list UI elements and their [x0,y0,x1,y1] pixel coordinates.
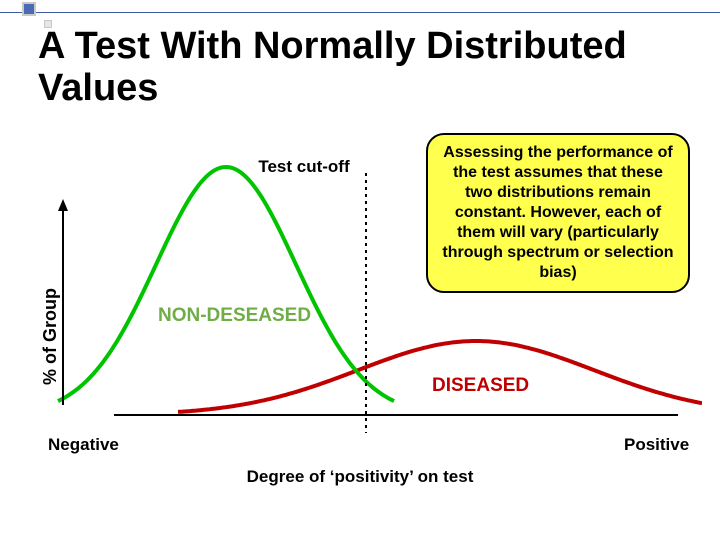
chart-area: Test cut-off Assessing the performance o… [18,145,702,485]
callout-box: Assessing the performance of the test as… [426,133,690,293]
non-diseased-label: NON-DESEASED [158,305,311,327]
top-divider [0,12,720,13]
positive-label: Positive [624,435,689,455]
negative-label: Negative [48,435,119,455]
diseased-label: DISEASED [432,375,529,397]
bullet-box-icon [22,2,36,16]
x-axis-label: Degree of ‘positivity’ on test [18,467,702,487]
page-title: A Test With Normally Distributed Values [38,26,690,110]
cutoff-label: Test cut-off [244,157,364,177]
y-axis-label: % of Group [40,288,61,385]
slide: { "title": "A Test With Normally Distrib… [0,0,720,540]
